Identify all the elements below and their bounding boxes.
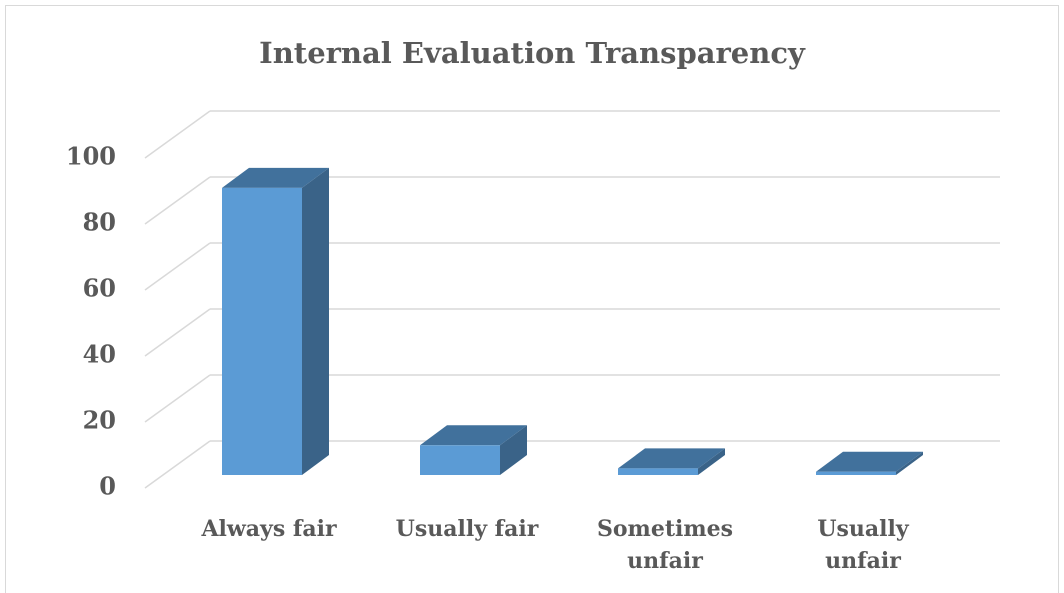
chart-title: Internal Evaluation Transparency — [259, 36, 806, 70]
bar — [618, 468, 698, 475]
x-tick-label: Sometimes unfair — [596, 516, 734, 574]
bar-side — [500, 425, 527, 475]
grid-line — [144, 110, 211, 159]
x-tick-label: Usually fair — [395, 516, 539, 542]
grid-line — [144, 176, 211, 225]
bar-top — [816, 451, 923, 472]
y-tick-label: 80 — [83, 208, 116, 237]
y-tick-label: 60 — [83, 274, 116, 303]
bar — [420, 445, 500, 475]
bar — [222, 187, 302, 475]
bar-side — [896, 451, 923, 475]
chart-border — [5, 5, 1059, 593]
grid-line — [144, 440, 211, 489]
bar-side — [698, 448, 725, 475]
y-tick-label: 40 — [83, 340, 116, 369]
bar-top — [420, 425, 527, 446]
y-tick-label: 100 — [66, 142, 116, 171]
bar-side — [302, 167, 329, 475]
x-tick-label: Usually unfair — [817, 516, 909, 574]
bar — [816, 471, 896, 475]
x-tick-label: Always fair — [201, 516, 337, 542]
y-tick-label: 20 — [83, 406, 116, 435]
grid-line — [144, 242, 211, 291]
y-tick-label: 0 — [99, 472, 116, 501]
grid-line — [144, 308, 211, 357]
grid-line — [144, 374, 211, 423]
bar-top — [618, 448, 725, 469]
bar-top — [222, 167, 329, 188]
